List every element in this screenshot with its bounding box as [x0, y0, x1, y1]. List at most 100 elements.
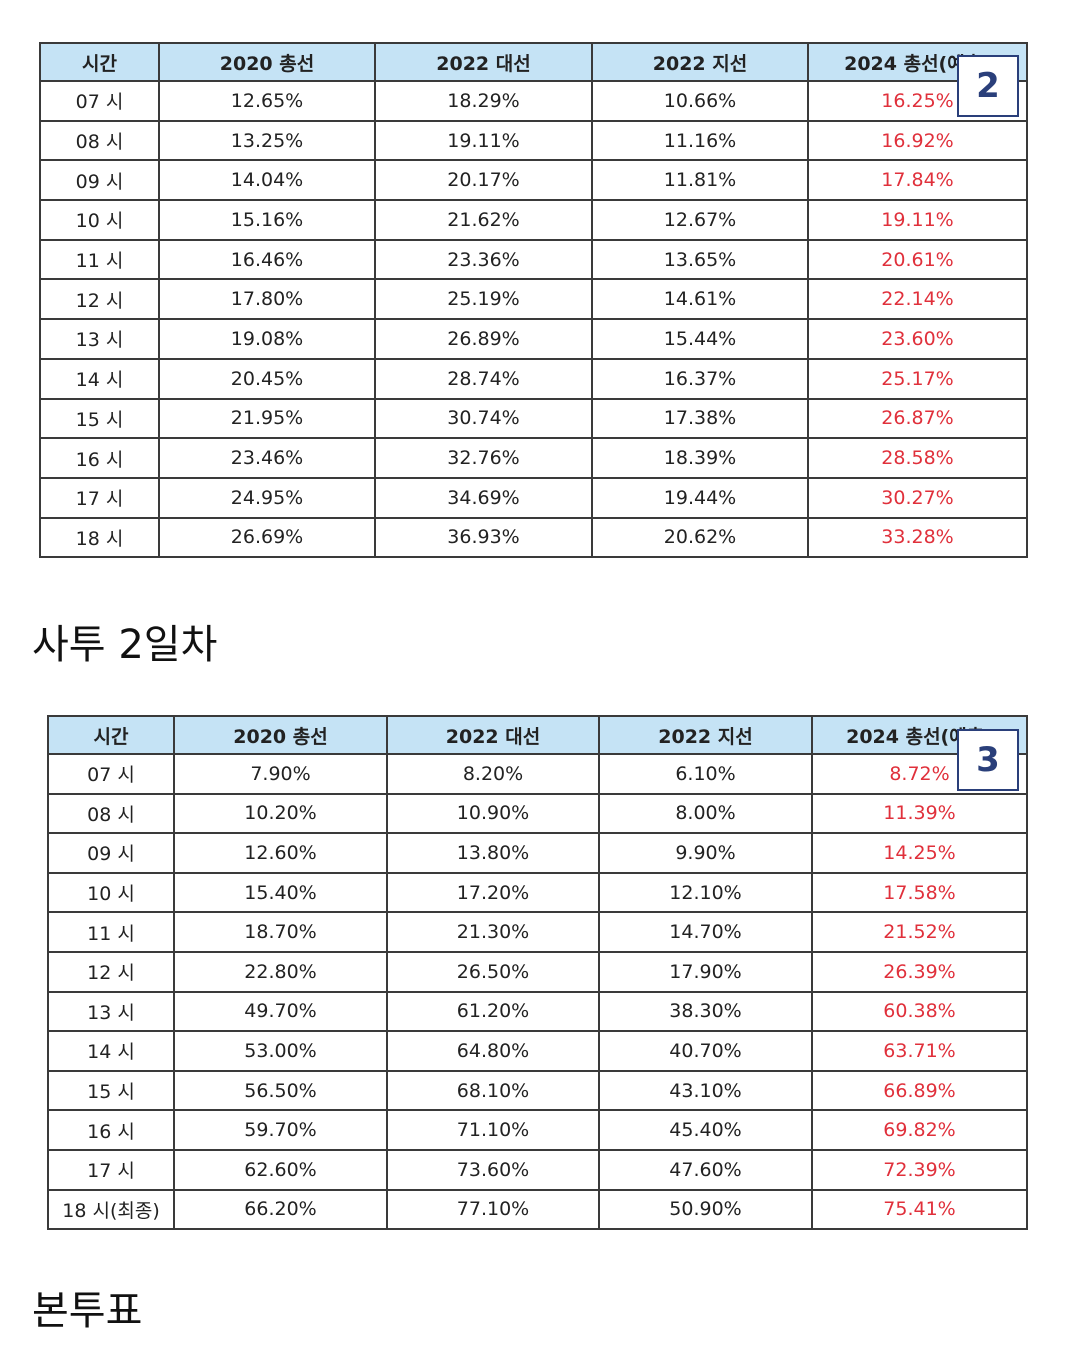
cell-2022-local: 18.39% [591, 437, 809, 479]
cell-time: 08 시 [47, 792, 175, 835]
cell-2022-presidential: 71.10% [386, 1109, 600, 1151]
cell-2024-prediction: 14.25% [811, 832, 1028, 874]
table-header-row: 시간 2020 총선 2022 대선 2022 지선 2024 총선(예측) [47, 715, 1028, 755]
cell-2020-general: 12.65% [158, 80, 376, 122]
cell-2022-presidential: 77.10% [386, 1188, 600, 1231]
header-2020-general: 2020 총선 [158, 42, 376, 82]
cell-2022-presidential: 26.89% [374, 318, 593, 360]
table-row: 13 시 49.70% 61.20% 38.30% 60.38% [47, 990, 1028, 1033]
cell-2022-presidential: 32.76% [374, 437, 593, 479]
cell-2022-local: 17.90% [598, 950, 813, 993]
cell-time: 11 시 [39, 238, 160, 281]
table-row: 10 시 15.16% 21.62% 12.67% 19.11% [39, 199, 1028, 241]
header-2022-presidential: 2022 대선 [386, 715, 600, 755]
cell-2020-general: 19.08% [158, 318, 376, 360]
table-header-row: 시간 2020 총선 2022 대선 2022 지선 2024 총선(예측) [39, 42, 1028, 82]
cell-2024-prediction: 17.58% [811, 871, 1028, 914]
table-row: 09 시 14.04% 20.17% 11.81% 17.84% [39, 159, 1028, 202]
header-time: 시간 [47, 715, 175, 755]
table-row: 13 시 19.08% 26.89% 15.44% 23.60% [39, 318, 1028, 360]
cell-2022-presidential: 17.20% [386, 871, 600, 914]
cell-2022-local: 19.44% [591, 476, 809, 519]
table-row: 18 시 26.69% 36.93% 20.62% 33.28% [39, 516, 1028, 559]
cell-2022-local: 12.67% [591, 199, 809, 241]
cell-2024-prediction: 69.82% [811, 1109, 1028, 1151]
cell-2022-local: 9.90% [598, 832, 813, 874]
table-row: 10 시 15.40% 17.20% 12.10% 17.58% [47, 871, 1028, 914]
cell-2020-general: 14.04% [158, 159, 376, 202]
cell-2020-general: 17.80% [158, 278, 376, 321]
cell-2022-local: 12.10% [598, 871, 813, 914]
cell-time: 12 시 [47, 950, 175, 993]
cell-2020-general: 59.70% [173, 1109, 388, 1151]
cell-2022-local: 8.00% [598, 792, 813, 835]
cell-time: 15 시 [39, 397, 160, 440]
header-2022-local: 2022 지선 [598, 715, 813, 755]
cell-2022-presidential: 64.80% [386, 1030, 600, 1072]
table-row: 07 시 12.65% 18.29% 10.66% 16.25% [39, 80, 1028, 122]
table-row: 12 시 22.80% 26.50% 17.90% 26.39% [47, 950, 1028, 993]
cell-2022-local: 17.38% [591, 397, 809, 440]
cell-time: 16 시 [47, 1109, 175, 1151]
cell-time: 18 시(최종) [47, 1188, 175, 1231]
cell-2022-local: 20.62% [591, 516, 809, 559]
cell-2022-presidential: 28.74% [374, 357, 593, 400]
cell-2022-presidential: 18.29% [374, 80, 593, 122]
table-row: 14 시 20.45% 28.74% 16.37% 25.17% [39, 357, 1028, 400]
cell-time: 14 시 [47, 1030, 175, 1072]
cell-2020-general: 66.20% [173, 1188, 388, 1231]
cell-2022-local: 11.81% [591, 159, 809, 202]
cell-2022-presidential: 19.11% [374, 119, 593, 162]
cell-2020-general: 21.95% [158, 397, 376, 440]
header-time: 시간 [39, 42, 160, 82]
turnout-table-day2: 시간 2020 총선 2022 대선 2022 지선 2024 총선(예측) 0… [47, 715, 1028, 1231]
cell-2024-prediction: 66.89% [811, 1069, 1028, 1112]
cell-2022-presidential: 73.60% [386, 1148, 600, 1191]
cell-2020-general: 62.60% [173, 1148, 388, 1191]
cell-2020-general: 18.70% [173, 911, 388, 953]
cell-time: 16 시 [39, 437, 160, 479]
cell-2020-general: 26.69% [158, 516, 376, 559]
cell-2024-prediction: 16.92% [807, 119, 1028, 162]
cell-time: 17 시 [39, 476, 160, 519]
cell-2020-general: 15.40% [173, 871, 388, 914]
cell-2022-local: 11.16% [591, 119, 809, 162]
cell-time: 14 시 [39, 357, 160, 400]
cell-time: 09 시 [39, 159, 160, 202]
cell-2020-general: 7.90% [173, 753, 388, 795]
cell-2022-presidential: 13.80% [386, 832, 600, 874]
cell-2020-general: 24.95% [158, 476, 376, 519]
cell-time: 07 시 [39, 80, 160, 122]
header-2022-presidential: 2022 대선 [374, 42, 593, 82]
cell-2022-presidential: 21.62% [374, 199, 593, 241]
table-row: 16 시 59.70% 71.10% 45.40% 69.82% [47, 1109, 1028, 1151]
cell-2024-prediction: 30.27% [807, 476, 1028, 519]
cell-time: 08 시 [39, 119, 160, 162]
cell-2024-prediction: 25.17% [807, 357, 1028, 400]
header-2022-local: 2022 지선 [591, 42, 809, 82]
cell-2024-prediction: 11.39% [811, 792, 1028, 835]
table-row: 14 시 53.00% 64.80% 40.70% 63.71% [47, 1030, 1028, 1072]
section-heading-main-vote: 본투표 [32, 1288, 143, 1334]
cell-2020-general: 56.50% [173, 1069, 388, 1112]
cell-2024-prediction: 26.87% [807, 397, 1028, 440]
cell-2024-prediction: 26.39% [811, 950, 1028, 993]
cell-2020-general: 12.60% [173, 832, 388, 874]
cell-2022-presidential: 23.36% [374, 238, 593, 281]
cell-2022-local: 14.61% [591, 278, 809, 321]
table-row: 15 시 21.95% 30.74% 17.38% 26.87% [39, 397, 1028, 440]
cell-2020-general: 10.20% [173, 792, 388, 835]
cell-2020-general: 22.80% [173, 950, 388, 993]
cell-2022-presidential: 10.90% [386, 792, 600, 835]
cell-2024-prediction: 33.28% [807, 516, 1028, 559]
cell-2022-local: 6.10% [598, 753, 813, 795]
table-row: 11 시 18.70% 21.30% 14.70% 21.52% [47, 911, 1028, 953]
cell-2022-local: 50.90% [598, 1188, 813, 1231]
turnout-table-day1: 시간 2020 총선 2022 대선 2022 지선 2024 총선(예측) 0… [39, 42, 1028, 559]
table-row: 12 시 17.80% 25.19% 14.61% 22.14% [39, 278, 1028, 321]
cell-2022-local: 15.44% [591, 318, 809, 360]
table-row: 07 시 7.90% 8.20% 6.10% 8.72% [47, 753, 1028, 795]
page-number-badge: 3 [957, 729, 1019, 791]
cell-time: 15 시 [47, 1069, 175, 1112]
cell-time: 10 시 [39, 199, 160, 241]
